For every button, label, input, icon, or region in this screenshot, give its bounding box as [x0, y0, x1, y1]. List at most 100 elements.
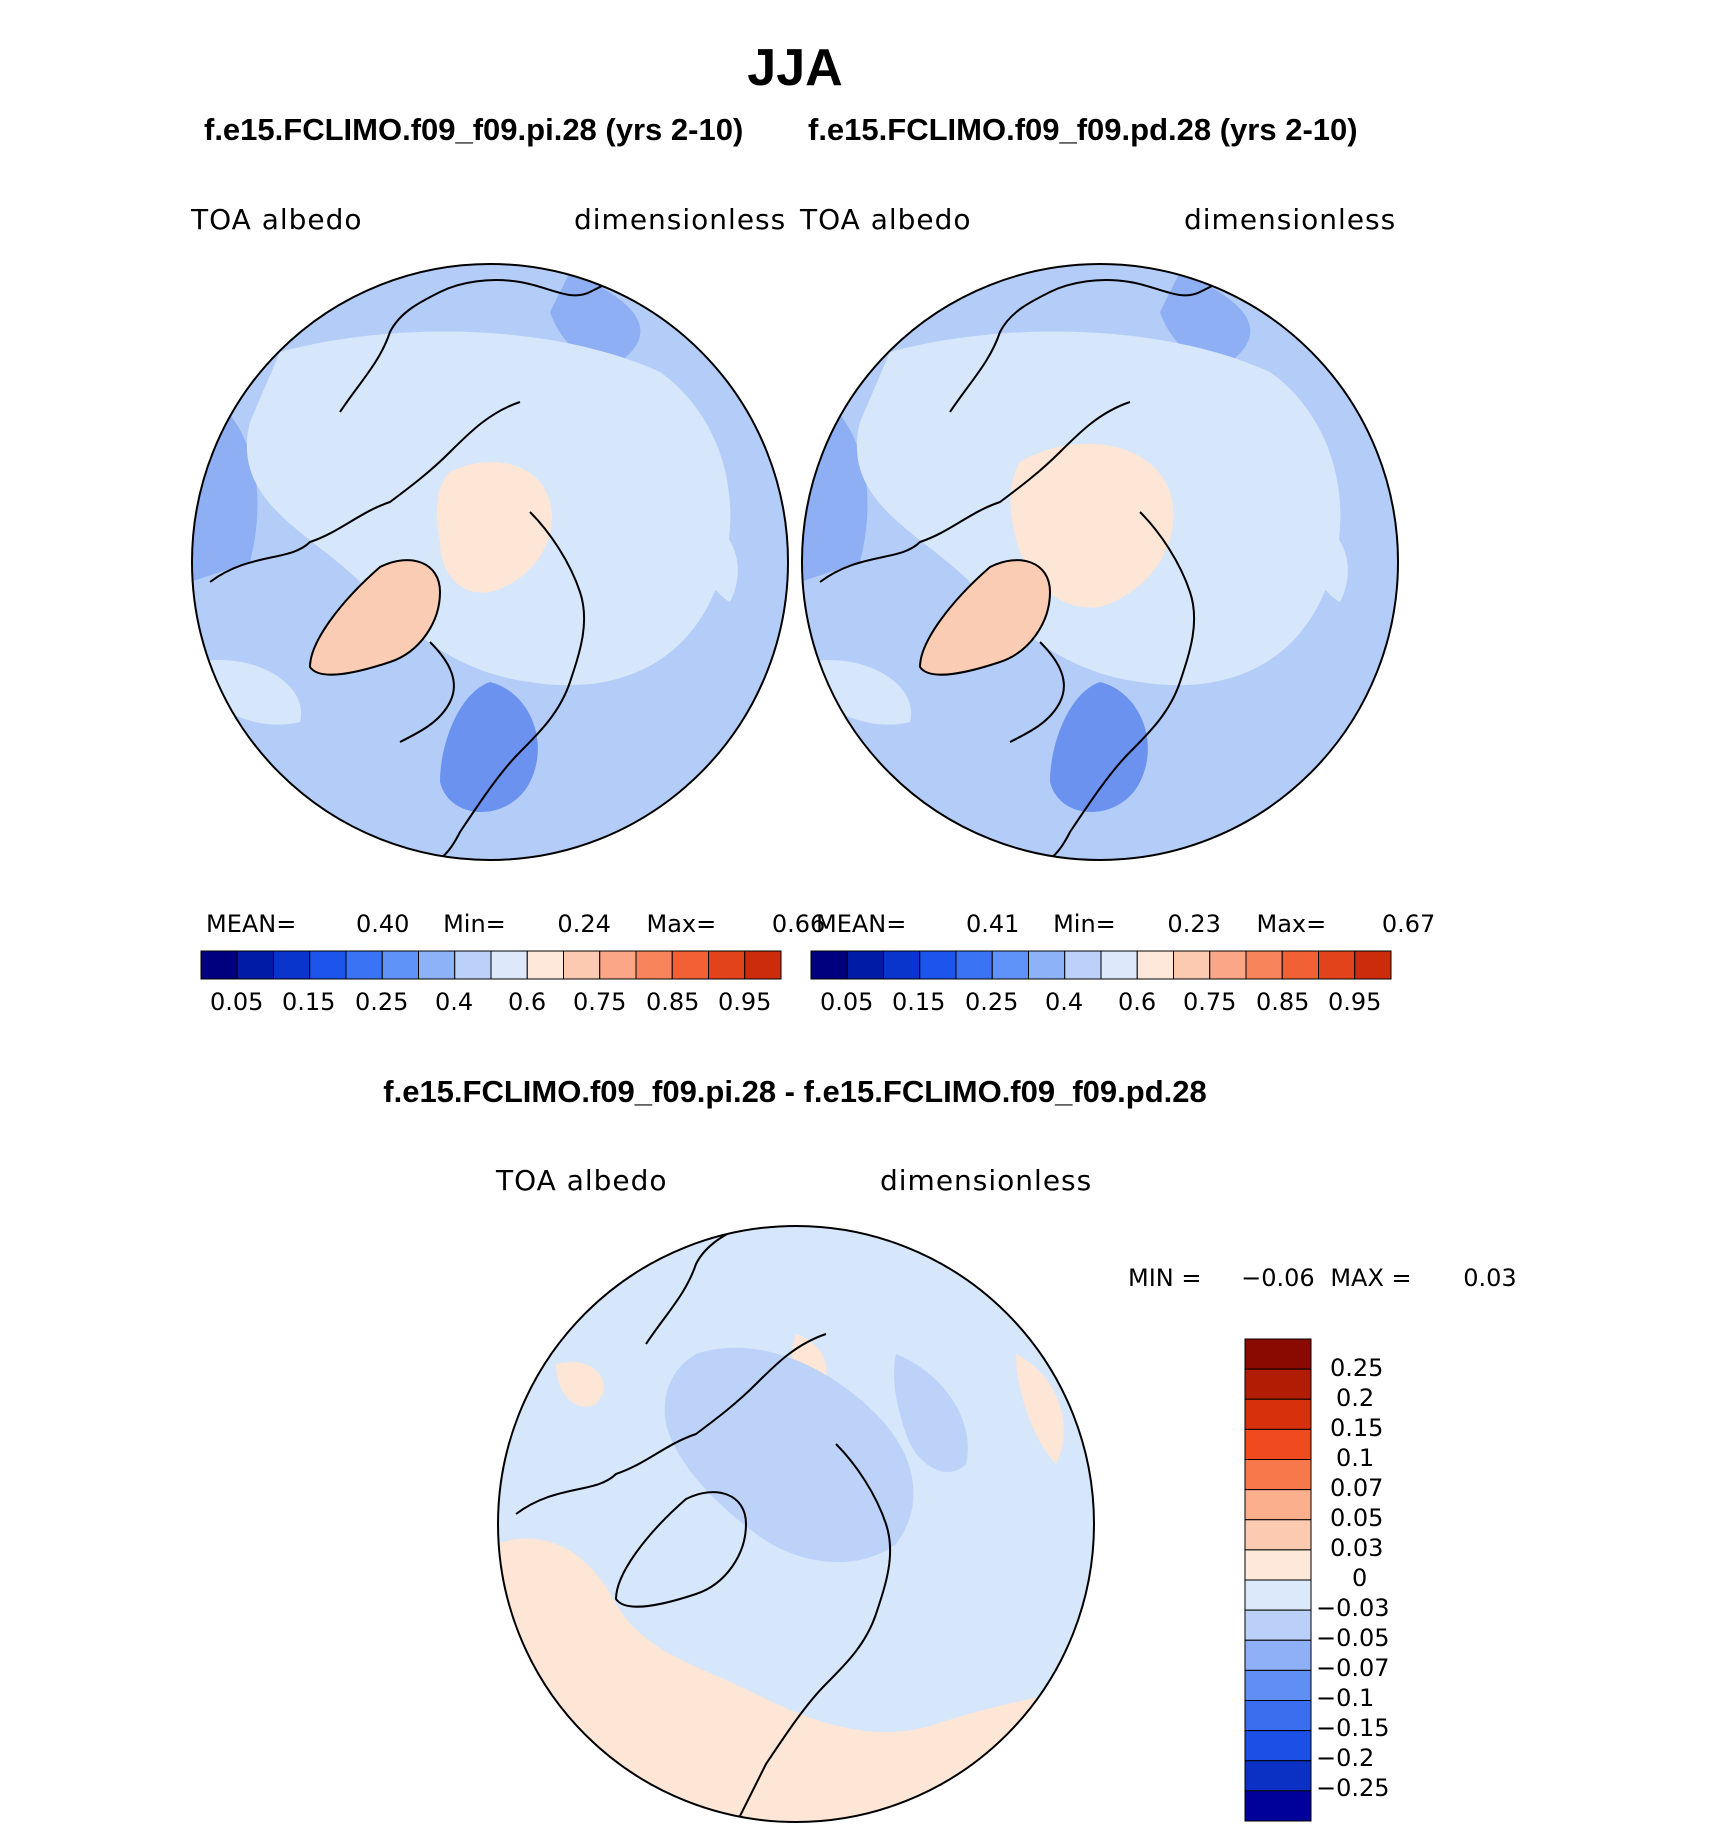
colorbar-tick: 0.05 — [1330, 1504, 1384, 1532]
colorbar-tick: 0.4 — [1045, 988, 1084, 1016]
colorbar-tick: 0.95 — [1328, 988, 1382, 1016]
panel2-greenland — [918, 559, 1052, 676]
panel2-map-border — [801, 263, 1399, 861]
colorbar-swatch — [1245, 950, 1283, 980]
panel2-polar-map — [801, 263, 1399, 861]
colorbar-swatch — [1244, 1549, 1312, 1581]
colorbar-tick: 0.85 — [1256, 988, 1310, 1016]
colorbar-swatch — [1244, 1700, 1312, 1732]
panel1-variable-label: TOA albedo — [191, 203, 363, 236]
colorbar-swatch — [454, 950, 492, 980]
colorbar-swatch — [1136, 950, 1174, 980]
colorbar-tick: 0.25 — [1330, 1354, 1384, 1382]
panel2-colorbar — [810, 950, 1392, 980]
panel2-deep-blue-zone — [1050, 682, 1148, 812]
diff-max-label: MAX = — [1330, 1264, 1412, 1292]
colorbar-swatch — [599, 950, 637, 980]
colorbar-tick: −0.03 — [1316, 1594, 1390, 1622]
diff-positive-zone — [1016, 1354, 1064, 1464]
diff-max-value: 0.03 — [1463, 1264, 1517, 1292]
panel2-units-label: dimensionless — [1184, 203, 1397, 236]
panel1-map-border — [191, 263, 789, 861]
panel1-coastline — [339, 264, 651, 413]
colorbar-swatch — [1244, 1639, 1312, 1671]
colorbar-tick: −0.2 — [1316, 1744, 1375, 1772]
panel1-light-blue-zone — [690, 512, 738, 602]
panel2-mean-label: MEAN= — [816, 910, 907, 938]
panel1-coastline — [429, 511, 586, 860]
colorbar-swatch — [1244, 1730, 1312, 1762]
panel1-min-value: 0.24 — [557, 910, 611, 938]
figure-title: JJA — [747, 39, 843, 97]
panel2-coastline — [819, 401, 1131, 583]
colorbar-tick: −0.25 — [1316, 1774, 1390, 1802]
colorbar-tick: 0.85 — [646, 988, 700, 1016]
colorbar-tick: 0 — [1352, 1564, 1368, 1592]
colorbar-tick: 0.4 — [435, 988, 474, 1016]
diff-coastline — [735, 1443, 892, 1822]
colorbar-swatch — [1100, 950, 1138, 980]
diff-variable-label: TOA albedo — [496, 1164, 668, 1197]
colorbar-swatch — [744, 950, 782, 980]
colorbar-swatch — [919, 950, 957, 980]
diff-positive-zone — [556, 1362, 604, 1407]
panel1-mean-label: MEAN= — [206, 910, 297, 938]
colorbar-tick: −0.1 — [1316, 1684, 1375, 1712]
colorbar-swatch — [1244, 1669, 1312, 1701]
colorbar-swatch — [563, 950, 601, 980]
colorbar-swatch — [810, 950, 848, 980]
colorbar-tick: 0.2 — [1336, 1384, 1375, 1412]
diff-units-label: dimensionless — [880, 1164, 1093, 1197]
panel2-mean-value: 0.41 — [966, 910, 1020, 938]
colorbar-tick: 0.03 — [1330, 1534, 1384, 1562]
diff-positive-zone — [498, 1538, 1094, 1822]
colorbar-swatch — [418, 950, 456, 980]
panel1-min-label: Min= — [443, 910, 506, 938]
panel1-greenland — [308, 559, 442, 676]
colorbar-swatch — [1244, 1489, 1312, 1521]
panel2-light-blue-zone — [1300, 512, 1348, 602]
colorbar-tick: 0.75 — [573, 988, 627, 1016]
colorbar-tick: 0.15 — [282, 988, 336, 1016]
diff-min-label: MIN = — [1128, 1264, 1202, 1292]
panel1-max-value: 0.66 — [771, 910, 826, 938]
panel1-colorbar — [200, 950, 782, 980]
diff-colorbar — [1244, 1338, 1312, 1822]
colorbar-tick: −0.07 — [1316, 1654, 1390, 1682]
colorbar-swatch — [635, 950, 673, 980]
colorbar-swatch — [1244, 1609, 1312, 1641]
panel2-stats-row: MEAN= 0.41 Min= 0.23 Max= 0.67 — [816, 910, 1435, 938]
colorbar-swatch — [671, 950, 709, 980]
panel2-coastline — [1009, 641, 1065, 743]
colorbar-tick: 0.15 — [892, 988, 946, 1016]
panel1-stats-row: MEAN= 0.40 Min= 0.24 Max= 0.66 — [206, 910, 825, 938]
panel1-coastline — [399, 641, 455, 743]
colorbar-swatch — [526, 950, 564, 980]
panel1-deep-blue-zone — [440, 682, 538, 812]
panel2-min-label: Min= — [1053, 910, 1116, 938]
colorbar-swatch — [1064, 950, 1102, 980]
panel2-coastline — [1039, 511, 1196, 860]
colorbar-tick: −0.05 — [1316, 1624, 1390, 1652]
colorbar-tick: 0.75 — [1183, 988, 1237, 1016]
colorbar-swatch — [1244, 1398, 1312, 1430]
panel1-mean-value: 0.40 — [356, 910, 410, 938]
colorbar-tick: 0.1 — [1336, 1444, 1375, 1472]
diff-case-title: f.e15.FCLIMO.f09_f09.pi.28 - f.e15.FCLIM… — [383, 1074, 1207, 1109]
colorbar-swatch — [1244, 1760, 1312, 1792]
panel2-case-title: f.e15.FCLIMO.f09_f09.pd.28 (yrs 2-10) — [808, 112, 1358, 147]
colorbar-swatch — [1244, 1338, 1312, 1370]
colorbar-swatch — [708, 950, 746, 980]
panel1-sea-ice-region — [437, 462, 552, 593]
colorbar-tick: 0.6 — [1118, 988, 1157, 1016]
colorbar-swatch — [955, 950, 993, 980]
colorbar-swatch — [1354, 950, 1392, 980]
colorbar-swatch — [1244, 1428, 1312, 1460]
diff-polar-map — [497, 1225, 1095, 1823]
diff-min-value: −0.06 — [1241, 1264, 1315, 1292]
colorbar-swatch — [1244, 1368, 1312, 1400]
colorbar-swatch — [273, 950, 311, 980]
panel2-variable-label: TOA albedo — [800, 203, 972, 236]
panel1-polar-map — [191, 263, 789, 861]
diff-greenland-outline — [614, 1491, 748, 1608]
